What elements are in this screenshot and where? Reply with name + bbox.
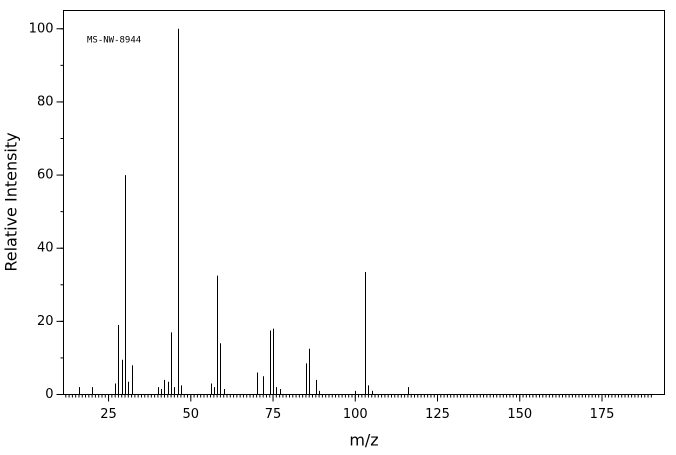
y-axis-label: Relative Intensity (2, 132, 21, 271)
x-tick-label: 50 (183, 407, 200, 422)
y-tick-label: 60 (37, 168, 54, 183)
x-tick-label: 175 (590, 407, 615, 422)
y-tick-label: 40 (37, 241, 54, 256)
x-tick-label: 100 (343, 407, 368, 422)
annotation: MS-NW-8944 (87, 36, 141, 46)
x-tick-label: 125 (425, 407, 450, 422)
plot-frame (63, 10, 665, 395)
y-tick-label: 100 (29, 21, 54, 36)
y-tick-label: 20 (37, 314, 54, 329)
x-tick-label: 150 (507, 407, 532, 422)
y-tick-label: 80 (37, 94, 54, 109)
x-tick-label: 25 (100, 407, 117, 422)
y-tick-label: 0 (45, 387, 53, 402)
x-axis-label: m/z (349, 431, 378, 450)
x-tick-label: 75 (265, 407, 282, 422)
